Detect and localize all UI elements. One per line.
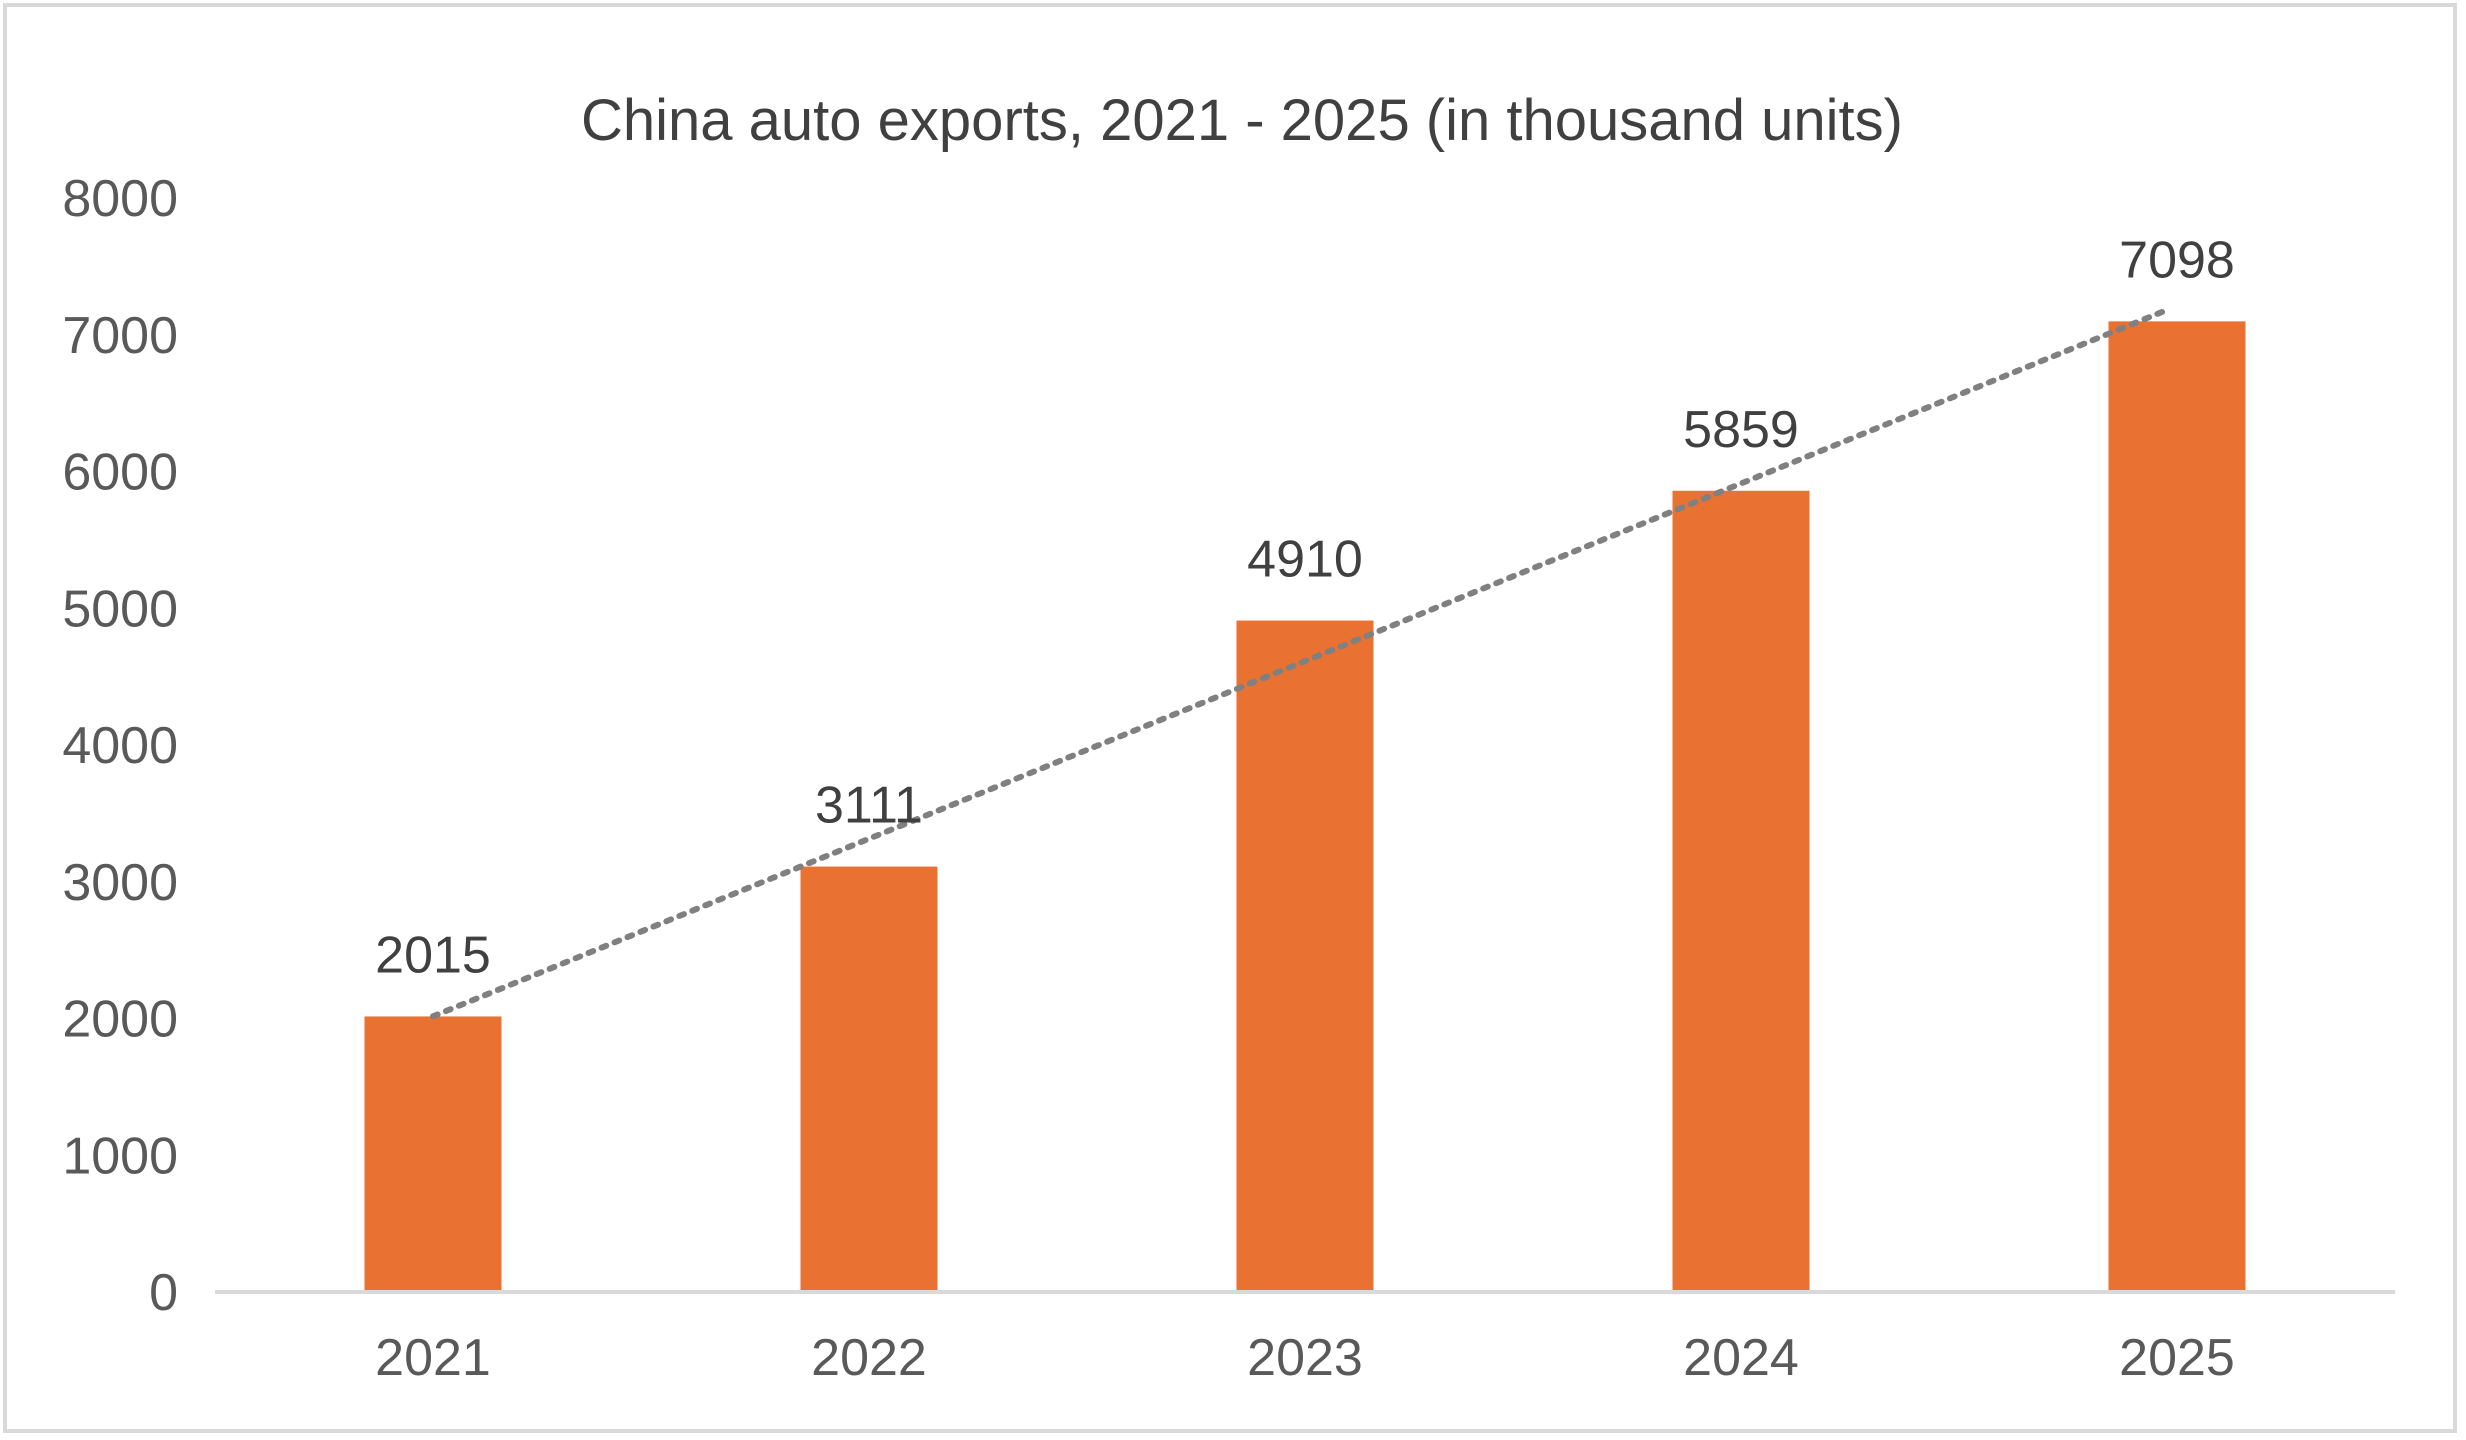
y-axis-ticks: 0 1000 2000 3000 4000 5000 6000 7000 8000 bbox=[62, 170, 178, 1322]
bar-2025 bbox=[2108, 321, 2246, 1292]
bars bbox=[364, 321, 2246, 1292]
data-label-2023: 4910 bbox=[1247, 531, 1363, 589]
y-tick-label: 2000 bbox=[62, 991, 178, 1049]
bar-2022 bbox=[800, 866, 938, 1292]
y-tick-label: 0 bbox=[149, 1264, 178, 1322]
y-tick-label: 5000 bbox=[62, 580, 178, 638]
data-label-2021: 2015 bbox=[375, 926, 491, 984]
y-tick-label: 3000 bbox=[62, 854, 178, 912]
y-tick-label: 7000 bbox=[62, 307, 178, 365]
bar-2023 bbox=[1236, 620, 1374, 1292]
data-labels: 2015 3111 4910 5859 7098 bbox=[375, 231, 2235, 984]
data-label-2022: 3111 bbox=[815, 777, 923, 835]
x-tick-label: 2024 bbox=[1683, 1329, 1799, 1387]
x-tick-label: 2023 bbox=[1247, 1329, 1363, 1387]
x-tick-label: 2022 bbox=[811, 1329, 927, 1387]
chart-title: China auto exports, 2021 - 2025 (in thou… bbox=[581, 88, 1903, 153]
y-tick-label: 1000 bbox=[62, 1127, 178, 1185]
y-tick-label: 4000 bbox=[62, 717, 178, 775]
y-tick-label: 8000 bbox=[62, 170, 178, 228]
x-tick-label: 2025 bbox=[2119, 1329, 2235, 1387]
trendline bbox=[430, 306, 2170, 1020]
bar-2024 bbox=[1672, 490, 1810, 1292]
data-label-2024: 5859 bbox=[1683, 401, 1799, 459]
x-tick-label: 2021 bbox=[375, 1329, 491, 1387]
x-axis-ticks: 2021 2022 2023 2024 2025 bbox=[375, 1329, 2235, 1387]
y-tick-label: 6000 bbox=[62, 444, 178, 502]
bar-2021 bbox=[364, 1016, 502, 1292]
data-label-2025: 7098 bbox=[2119, 231, 2235, 289]
